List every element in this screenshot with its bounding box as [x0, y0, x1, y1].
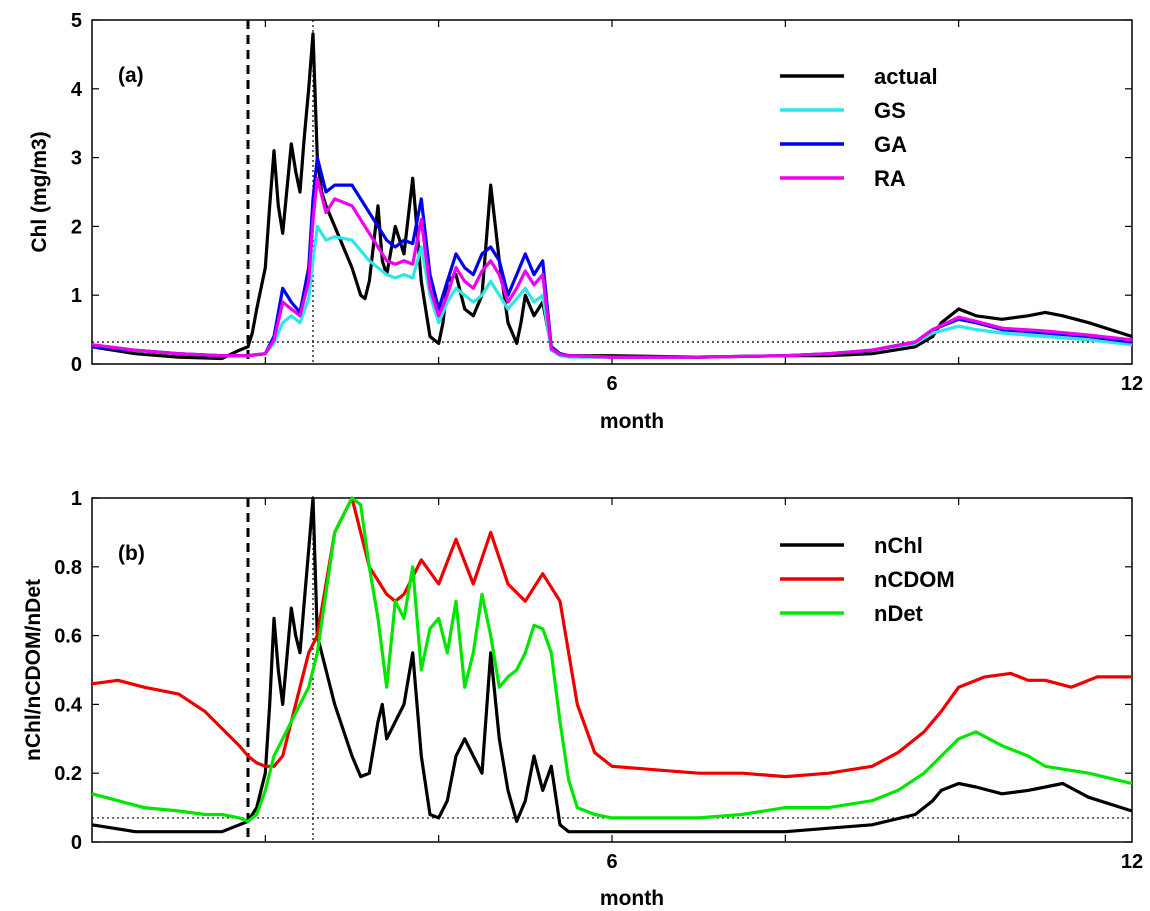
legend-label: actual — [874, 64, 938, 89]
x-axis-label: month — [600, 410, 664, 433]
y-tick-label: 1 — [71, 488, 82, 510]
y-tick-label: 0.4 — [54, 694, 83, 716]
y-tick-label: 4 — [71, 79, 83, 101]
panel-b: 6 12 0 0.2 0.4 0.6 0.8 1 month nChl/nCDOM/nDet (b)… — [22, 488, 1143, 910]
legend-label: RA — [874, 166, 906, 191]
y-tick-label: 3 — [71, 148, 82, 170]
series-line-nDet — [91, 496, 1133, 824]
series-line-nChl — [91, 496, 1133, 834]
legend: nChl nCDOM nDet — [780, 533, 955, 626]
x-axis-label: month — [600, 887, 664, 910]
legend-label: nChl — [874, 533, 923, 558]
legend-label: nDet — [874, 601, 924, 626]
series-line-RA — [91, 176, 1133, 359]
series-line-actual — [91, 32, 1133, 361]
y-tick-label: 0 — [71, 354, 82, 376]
y-tick-label: 0.8 — [54, 557, 82, 579]
y-tick-label: 1 — [71, 285, 82, 307]
y-tick-label: 0 — [71, 832, 82, 854]
legend-label: nCDOM — [874, 567, 955, 592]
legend-label: GS — [874, 98, 906, 123]
x-tick-label: 6 — [606, 373, 617, 395]
y-tick-label: 0.2 — [54, 763, 82, 785]
y-axis-label: nChl/nCDOM/nDet — [22, 579, 45, 761]
legend: actual GS GA RA — [780, 64, 938, 191]
y-tick-label: 0.6 — [54, 626, 82, 648]
series-line-nCDOM — [91, 496, 1132, 779]
x-tick-label: 6 — [606, 851, 617, 873]
panel-label: (b) — [118, 542, 145, 565]
x-tick-label: 12 — [1121, 851, 1143, 873]
legend-label: GA — [874, 132, 907, 157]
y-tick-label: 5 — [71, 10, 82, 32]
panel-label: (a) — [118, 64, 144, 87]
x-tick-label: 12 — [1121, 373, 1143, 395]
y-axis-label: Chl (mg/m3) — [28, 131, 51, 252]
y-tick-label: 2 — [71, 216, 82, 238]
